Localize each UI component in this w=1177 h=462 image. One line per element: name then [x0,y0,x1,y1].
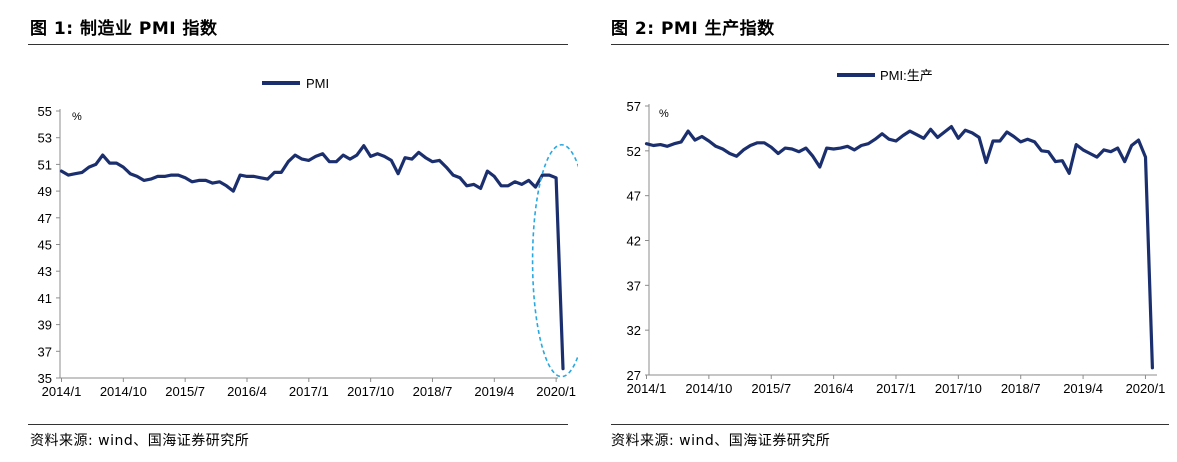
y-tick-label: 41 [38,291,52,306]
y-tick-label: 51 [38,157,52,172]
source-rule [28,424,568,425]
x-tick-label: 2019/4 [1063,381,1103,396]
x-tick-label: 2015/7 [751,381,791,396]
title-rule [28,44,568,45]
title-rule [611,44,1169,45]
x-tick-label: 2014/10 [685,381,732,396]
y-tick-label: 53 [38,131,52,146]
x-tick-label: 2020/1 [1126,381,1166,396]
x-tick-label: 2015/7 [165,384,205,399]
y-tick-label: 47 [627,189,641,204]
x-tick-label: 2014/1 [627,381,667,396]
x-tick-label: 2018/7 [413,384,453,399]
y-tick-label: 47 [38,211,52,226]
y-tick-label: 37 [38,344,52,359]
y-tick-label: 32 [627,323,641,338]
series-line-pmi-production [644,124,1155,370]
y-unit-label: % [72,111,82,123]
x-tick-label: 2016/4 [814,381,854,396]
figure-2-panel: 图 2: PMI 生产指数 27 32 37 42 47 52 57% 2014/1 2014/… [589,0,1177,462]
y-tick-label: 49 [38,184,52,199]
x-tick-label: 2020/1 [536,384,576,399]
figure-1-panel: 图 1: 制造业 PMI 指数 35 37 39 41 43 45 47 49 51 53 55% 2… [0,0,578,462]
y-tick-label: 45 [38,238,52,253]
y-tick-label: 57 [627,99,641,114]
y-tick-label: 42 [627,234,641,249]
y-tick-label: 39 [38,318,52,333]
legend-label: PMI:生产 [880,68,933,83]
x-tick-label: 2014/1 [42,384,82,399]
x-tick-label: 2017/1 [876,381,916,396]
x-tick-label: 2017/10 [935,381,982,396]
y-tick-label: 27 [627,368,641,383]
pmi-line-chart: 35 37 39 41 43 45 47 49 51 53 55 % 2014/1 2014/10 2015… [38,76,578,399]
x-tick-label: 2018/7 [1001,381,1041,396]
x-tick-label: 2017/10 [347,384,394,399]
figure-2-title: 图 2: PMI 生产指数 [611,19,775,39]
y-tick-label: 55 [38,104,52,119]
y-unit-label: % [659,108,669,120]
x-tick-label: 2016/4 [227,384,267,399]
source-rule [611,424,1169,425]
y-tick-label: 35 [38,371,52,386]
x-tick-label: 2017/1 [289,384,329,399]
legend-label: PMI [306,76,329,91]
x-tick-label: 2014/10 [100,384,147,399]
y-tick-label: 43 [38,264,52,279]
x-tick-label: 2019/4 [474,384,514,399]
y-tick-label: 37 [627,278,641,293]
figure-1-source: 资料来源: wind、国海证券研究所 [30,433,250,449]
figure-1-title: 图 1: 制造业 PMI 指数 [30,19,218,39]
highlight-ellipse [531,143,578,378]
figure-2-source: 资料来源: wind、国海证券研究所 [611,433,831,449]
pmi-production-line-chart: 27 32 37 42 47 52 57 % 2014/1 2014/10 2015/7 2016/4… [627,68,1166,396]
series-line-pmi [59,144,565,371]
y-tick-label: 52 [627,144,641,159]
